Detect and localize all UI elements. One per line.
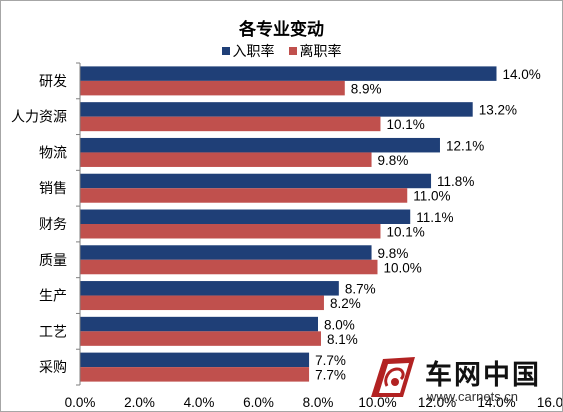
legend-swatch-attrition <box>288 47 297 55</box>
category-label: 人力资源 <box>11 110 67 126</box>
data-label: 11.1% <box>416 210 453 225</box>
bar-attrition <box>80 80 345 96</box>
data-label: 8.2% <box>330 296 361 311</box>
data-label: 8.0% <box>324 317 355 332</box>
x-tick-label: 6.0% <box>243 395 274 410</box>
bar-hire <box>80 173 432 189</box>
watermark-logo-icon <box>371 357 415 397</box>
data-label: 10.1% <box>386 225 424 240</box>
bar-hire <box>80 316 318 332</box>
legend-item-attrition: 离职率 <box>288 41 342 61</box>
bar-attrition <box>80 295 324 311</box>
legend-label-hire: 入职率 <box>232 44 275 60</box>
data-label: 14.0% <box>503 67 541 82</box>
watermark-name: 车网中国 <box>425 360 541 391</box>
data-label: 8.7% <box>345 282 376 297</box>
x-tick-label: 16.0% <box>537 395 562 410</box>
legend-swatch-hire <box>221 47 230 55</box>
category-label: 销售 <box>39 181 67 197</box>
data-label: 9.8% <box>378 153 409 168</box>
bar-hire <box>80 137 440 153</box>
bar-hire <box>80 102 473 117</box>
x-tick-label: 2.0% <box>124 395 155 410</box>
legend: 入职率 离职率 <box>1 41 562 61</box>
bar-attrition <box>80 188 408 203</box>
data-label: 9.8% <box>378 246 409 261</box>
bar-attrition <box>80 367 310 382</box>
data-label: 11.8% <box>437 174 474 189</box>
x-tick-label: 12.0% <box>418 395 456 410</box>
category-label: 物流 <box>39 145 67 161</box>
legend-label-attrition: 离职率 <box>299 44 342 60</box>
bar-hire <box>80 281 339 296</box>
watermark: 车网中国 www.carnets.cn <box>363 351 559 409</box>
x-tick-label: 0.0% <box>65 395 96 410</box>
bar-attrition <box>80 259 378 275</box>
bar-hire <box>80 352 310 368</box>
bar-attrition <box>80 152 372 167</box>
category-label: 生产 <box>39 289 67 305</box>
x-tick-label: 4.0% <box>184 395 215 410</box>
bar-attrition <box>80 331 321 346</box>
data-label: 10.1% <box>386 117 424 132</box>
category-label: 工艺 <box>39 324 67 340</box>
data-label: 7.7% <box>315 353 346 368</box>
category-label: 质量 <box>39 253 67 269</box>
data-label: 13.2% <box>479 103 517 118</box>
watermark-url: www.carnets.cn <box>427 389 519 404</box>
data-label: 7.7% <box>315 368 346 383</box>
data-label: 10.0% <box>384 260 422 275</box>
x-tick-label: 8.0% <box>303 395 334 410</box>
bar-hire <box>80 209 411 224</box>
x-tick-label: 10.0% <box>358 395 396 410</box>
category-label: 采购 <box>39 360 67 376</box>
data-label: 8.9% <box>351 81 382 96</box>
legend-item-hire: 入职率 <box>221 41 275 61</box>
category-label: 研发 <box>39 74 67 90</box>
category-label: 财务 <box>39 217 67 233</box>
x-tick-label: 14.0% <box>477 395 515 410</box>
bar-hire <box>80 245 372 260</box>
bar-hire <box>80 66 497 81</box>
data-label: 12.1% <box>446 138 484 153</box>
data-label: 8.1% <box>327 332 358 347</box>
data-label: 11.0% <box>413 189 450 204</box>
chart-title: 各专业变动 <box>239 20 324 40</box>
bar-attrition <box>80 116 381 132</box>
bar-attrition <box>80 224 381 239</box>
